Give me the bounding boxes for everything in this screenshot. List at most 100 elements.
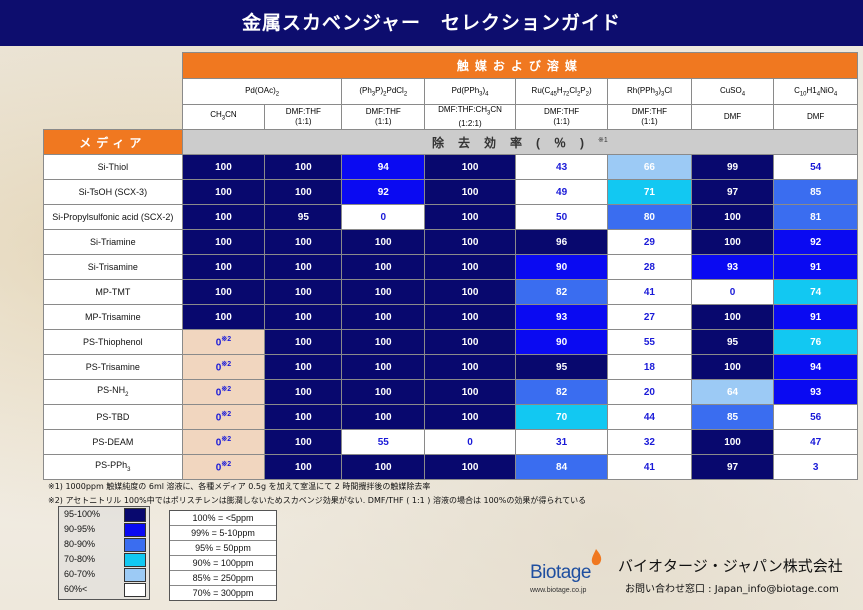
efficiency-value: 97 xyxy=(726,461,739,473)
legend-label: 60-70% xyxy=(64,569,96,579)
efficiency-cell: 100 xyxy=(264,304,343,330)
efficiency-cell: 100 xyxy=(341,304,426,330)
efficiency-value: 20 xyxy=(643,386,655,398)
efficiency-cell: 100 xyxy=(181,204,266,230)
catalyst-text: Ru(C xyxy=(531,85,551,95)
legend-item: 95-100% xyxy=(59,507,149,522)
ppm-row: 99% = 5-10ppm xyxy=(170,526,276,541)
efficiency-value: 97 xyxy=(726,186,739,198)
efficiency-cell: 66 xyxy=(607,154,692,180)
efficiency-cell: 100 xyxy=(264,429,343,455)
efficiency-value: 100 xyxy=(295,161,312,173)
table-row: PS-Thiophenol 0※2 100 100 100 90 55 95 76 xyxy=(43,329,858,355)
efficiency-cell: 32 xyxy=(607,429,692,455)
efficiency-value: 0 xyxy=(729,286,736,298)
efficiency-cell: 0 xyxy=(424,429,517,455)
media-label: MP-Trisamine xyxy=(84,312,141,322)
media-sub: 3 xyxy=(127,466,131,473)
efficiency-value: 100 xyxy=(215,161,232,173)
catalyst-sub: 4 xyxy=(485,91,489,98)
efficiency-cell: 44 xyxy=(607,404,692,430)
efficiency-cell: 90 xyxy=(515,329,609,355)
efficiency-value: 94 xyxy=(377,161,389,173)
efficiency-value: 54 xyxy=(810,161,822,173)
efficiency-cell: 100 xyxy=(264,354,343,380)
efficiency-cell: 0※2 xyxy=(181,354,266,380)
efficiency-cell: 64 xyxy=(690,379,775,405)
solvent-ratio: (1:1) xyxy=(295,117,312,126)
zero-note: ※2 xyxy=(221,336,232,344)
efficiency-value: 93 xyxy=(556,311,568,323)
legend-item: 60-70% xyxy=(59,567,149,582)
table-row: PS-DEAM 0※2 100 55 0 31 32 100 47 xyxy=(43,429,858,455)
efficiency-cell: 27 xyxy=(607,304,692,330)
efficiency-value: 55 xyxy=(643,336,655,348)
media-label: Si-Propylsulfonic acid (SCX-2) xyxy=(52,212,174,222)
efficiency-cell: 31 xyxy=(515,429,609,455)
media-label: PS-NH xyxy=(97,384,126,395)
efficiency-value: 76 xyxy=(810,336,822,348)
efficiency-cell: 100 xyxy=(424,254,517,280)
legend-label: 70-80% xyxy=(64,554,96,564)
solvent-text: DMF xyxy=(806,112,825,121)
efficiency-cell: 100 xyxy=(264,179,343,205)
legend-label: 90-95% xyxy=(64,524,96,534)
efficiency-value: 100 xyxy=(374,386,392,398)
catalyst-text: Pd(PPh xyxy=(451,85,480,95)
efficiency-cell: 100 xyxy=(341,454,426,480)
contact-info: お問い合わせ窓口 : Japan_info@biotage.com xyxy=(625,584,839,595)
efficiency-cell: 0※2 xyxy=(181,454,266,480)
efficiency-value: 27 xyxy=(643,311,655,323)
footnote-2: ※2) アセトニトリル 100%中ではポリスチレンは膨潤しないためスカベンジ効果… xyxy=(48,496,587,505)
efficiency-cell: 100 xyxy=(424,179,517,205)
efficiency-value: 100 xyxy=(295,261,312,273)
catalyst-text: P xyxy=(580,85,586,95)
catalyst-header: (Ph3P)2PdCl2 xyxy=(341,78,426,105)
efficiency-value: 100 xyxy=(215,311,232,323)
efficiency-value: 100 xyxy=(215,261,232,273)
catalyst-text: NiO xyxy=(820,85,834,95)
table-row: Si-Thiol 100 100 94 100 43 66 99 54 xyxy=(43,154,858,180)
ppm-row: 70% = 300ppm xyxy=(192,588,254,598)
ppm-row: 95% = 50ppm xyxy=(170,541,276,556)
efficiency-value: 91 xyxy=(810,311,822,323)
biotage-logo: Biotage www.biotage.co.jp xyxy=(530,548,610,598)
efficiency-value: 70 xyxy=(556,411,568,423)
efficiency-cell: 91 xyxy=(773,254,858,280)
efficiency-cell: 95 xyxy=(515,354,609,380)
solvent-header: DMF:THF (1:1) xyxy=(264,104,343,130)
catalyst-header: C10H14NiO4 xyxy=(773,78,858,105)
solvent-line: DMF:THF xyxy=(265,107,341,117)
catalyst-header: Pd(PPh3)4 xyxy=(424,78,517,105)
efficiency-cell: 100 xyxy=(264,154,343,180)
efficiency-value: 93 xyxy=(726,261,739,273)
efficiency-value: 100 xyxy=(295,411,312,423)
efficiency-cell: 100 xyxy=(424,454,517,480)
efficiency-value: 100 xyxy=(724,361,741,373)
solvent-text: CN xyxy=(490,105,502,115)
efficiency-value: 64 xyxy=(726,386,739,398)
efficiency-value: 100 xyxy=(461,411,479,423)
efficiency-value: 100 xyxy=(215,186,232,198)
efficiency-value: 100 xyxy=(374,361,392,373)
efficiency-value: 100 xyxy=(724,311,741,323)
efficiency-cell: 93 xyxy=(690,254,775,280)
solvent-line: DMF:THF xyxy=(516,107,607,117)
table-row: PS-Trisamine 0※2 100 100 100 95 18 100 94 xyxy=(43,354,858,380)
table-row: MP-TMT 100 100 100 100 82 41 0 74 xyxy=(43,279,858,305)
table-row: PS-NH2 0※2 100 100 100 82 20 64 93 xyxy=(43,379,858,405)
company-name: バイオタージ・ジャパン株式会社 xyxy=(618,557,843,575)
efficiency-value: 31 xyxy=(556,436,568,448)
efficiency-value: 100 xyxy=(724,236,741,248)
efficiency-value: 96 xyxy=(556,236,568,248)
efficiency-value: 100 xyxy=(461,311,479,323)
efficiency-cell: 43 xyxy=(515,154,609,180)
media-label: Si-Thiol xyxy=(97,162,129,172)
efficiency-value: 100 xyxy=(295,461,312,473)
efficiency-cell: 0※2 xyxy=(181,429,266,455)
efficiency-cell: 100 xyxy=(341,229,426,255)
ppm-row: 100% = <5ppm xyxy=(170,511,276,526)
efficiency-cell: 0※2 xyxy=(181,379,266,405)
solvent-text: DMF:THF xyxy=(544,107,580,116)
zero-note: ※2 xyxy=(221,411,232,419)
